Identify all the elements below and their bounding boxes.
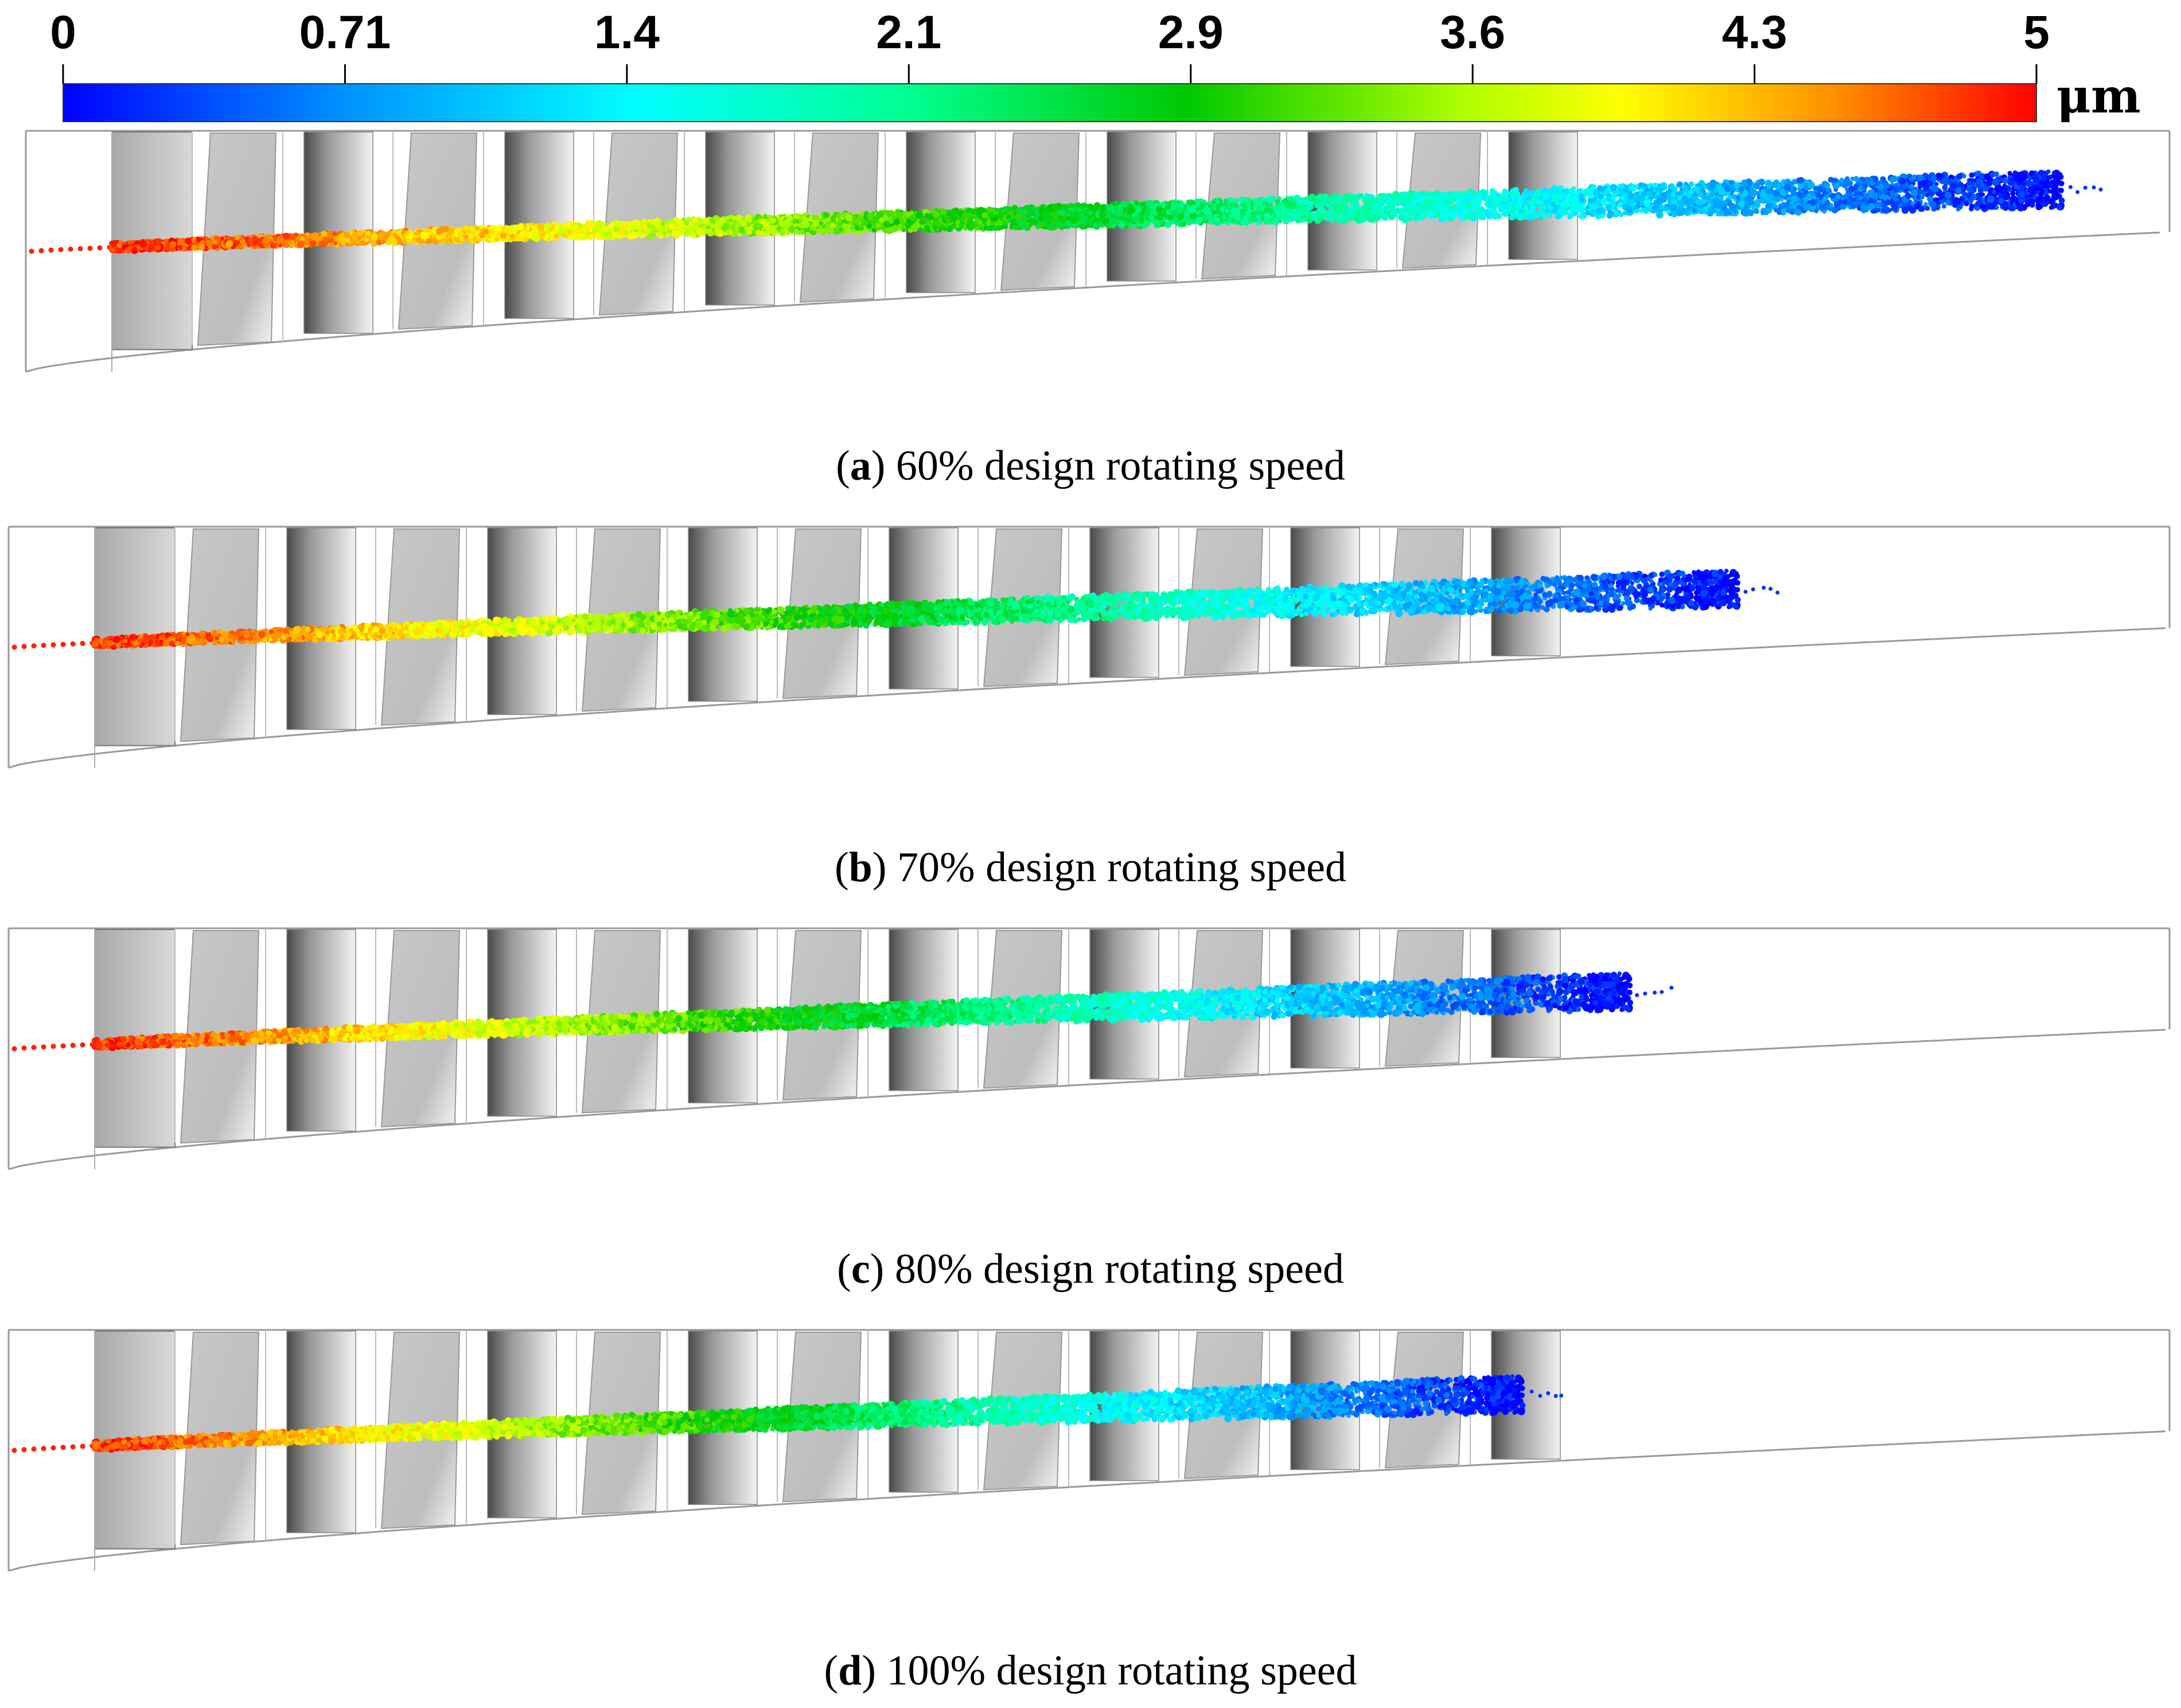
particle — [2058, 188, 2064, 193]
colorbar-tick-label: 2.1 — [876, 6, 941, 59]
colorbar-unit: μm — [2057, 69, 2141, 124]
particle — [29, 249, 34, 254]
colorbar-tick-label: 4.3 — [1722, 6, 1787, 59]
particle — [1969, 204, 1974, 209]
particle — [1858, 196, 1863, 201]
colorbar-tick-label: 3.6 — [1440, 6, 1505, 59]
colorbar-tick-label: 0.71 — [299, 6, 391, 59]
colorbar-gradient — [63, 84, 2036, 122]
particle — [1942, 204, 1946, 208]
particle — [59, 247, 64, 252]
particle — [39, 248, 44, 253]
colorbar: 0 0.71 1.4 2.1 2.9 3.6 4.3 5 μm — [50, 6, 2141, 124]
colorbar-tick-label: 2.9 — [1158, 6, 1224, 59]
particle — [1793, 180, 1797, 185]
particle — [78, 246, 83, 251]
colorbar-ticks: 0 0.71 1.4 2.1 2.9 3.6 4.3 5 — [50, 6, 2050, 84]
particle — [49, 247, 54, 252]
particle — [68, 247, 73, 252]
particle — [98, 245, 103, 250]
particle — [1853, 192, 1858, 196]
colorbar-tick-label: 0 — [50, 6, 76, 59]
colorbar-tick-label: 5 — [2023, 6, 2050, 59]
particle — [88, 246, 93, 251]
panel-a — [26, 131, 2170, 372]
colorbar-tick-label: 1.4 — [594, 6, 660, 59]
